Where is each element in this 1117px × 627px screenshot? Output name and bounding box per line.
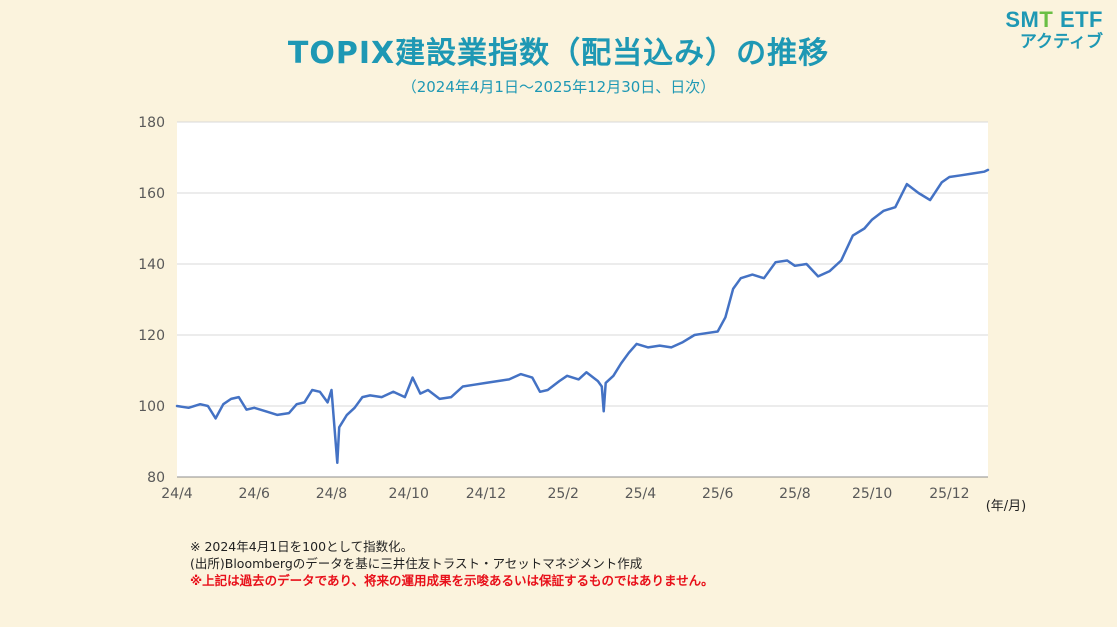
brand-logo-sm: SM: [1005, 7, 1040, 32]
x-tick-label: 24/10: [389, 486, 429, 502]
x-tick-label: 25/12: [929, 486, 969, 502]
brand-logo-etf: ETF: [1053, 7, 1103, 32]
x-tick-label: 24/4: [161, 486, 193, 502]
y-tick-label: 120: [138, 328, 165, 344]
plot-area: [177, 122, 988, 477]
x-tick-label: 25/6: [702, 486, 734, 502]
y-tick-label: 80: [147, 470, 165, 486]
x-axis-unit-label: (年/月): [986, 499, 1027, 514]
x-tick-label: 25/4: [625, 486, 657, 502]
note-disclaimer: ※上記は過去のデータであり、将来の運用成果を示唆あるいは保証するものではありませ…: [190, 573, 714, 588]
x-tick-label: 25/2: [547, 486, 578, 502]
brand-logo-line1: SMT ETF: [1005, 8, 1103, 32]
chart-title: TOPIX建設業指数（配当込み）の推移: [287, 36, 830, 71]
x-tick-label: 24/12: [466, 486, 506, 502]
series-line: [175, 168, 990, 465]
y-tick-label: 180: [138, 115, 165, 131]
y-tick-label: 100: [138, 399, 165, 415]
note-index-base: ※ 2024年4月1日を100として指数化。: [190, 539, 414, 554]
x-tick-label: 25/10: [852, 486, 892, 502]
brand-logo-t: T: [1039, 7, 1054, 32]
note-source: (出所)Bloombergのデータを基に三井住友トラスト・アセットマネジメント作…: [190, 556, 643, 571]
y-tick-label: 160: [138, 186, 165, 202]
x-tick-label: 24/6: [239, 486, 271, 502]
x-tick-label: 24/8: [316, 486, 347, 502]
x-tick-label: 25/8: [779, 486, 810, 502]
chart-subtitle: （2024年4月1日～2025年12月30日、日次）: [401, 78, 716, 96]
brand-logo-line2: アクティブ: [1019, 32, 1103, 51]
brand-logo: SMT ETF アクティブ: [1005, 8, 1103, 52]
y-tick-label: 140: [138, 257, 165, 273]
